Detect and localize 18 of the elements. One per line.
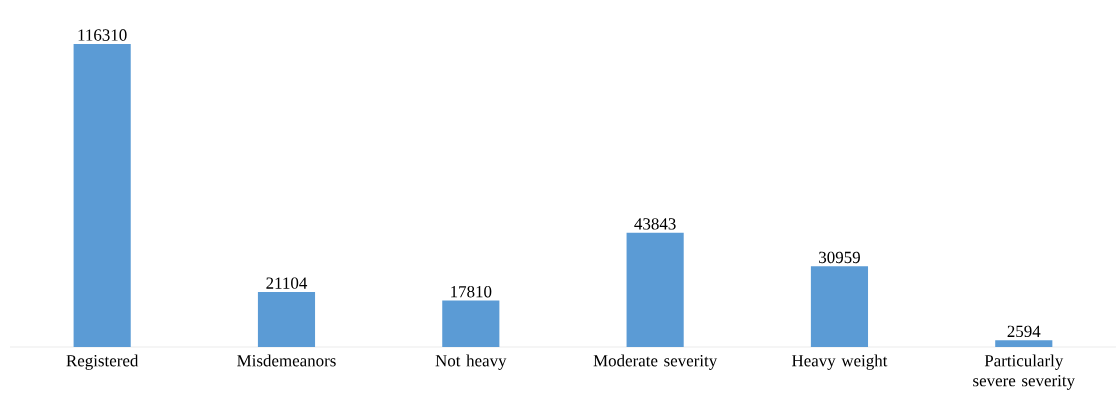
bar: [73, 43, 131, 347]
data-label: 43843: [634, 218, 676, 230]
data-label: 17810: [451, 285, 492, 298]
bar: [442, 300, 500, 347]
x-tick-label: Not heavy: [435, 354, 507, 370]
x-tick-label: Heavy weight: [791, 354, 888, 370]
x-tick-label: Particularly severe severity: [973, 354, 1075, 390]
data-label: 2594: [1007, 325, 1041, 338]
data-label: 30959: [819, 251, 860, 264]
bar: [810, 266, 869, 347]
data-label: 21104: [266, 277, 308, 289]
data-label: 116310: [78, 29, 127, 41]
bar: [995, 340, 1053, 347]
x-tick-label: Misdemeanors: [237, 354, 336, 367]
bar: [257, 292, 316, 347]
bar: [626, 232, 684, 347]
x-tick-label: Moderate severity: [593, 354, 718, 370]
x-tick-label: Registered: [66, 354, 139, 370]
